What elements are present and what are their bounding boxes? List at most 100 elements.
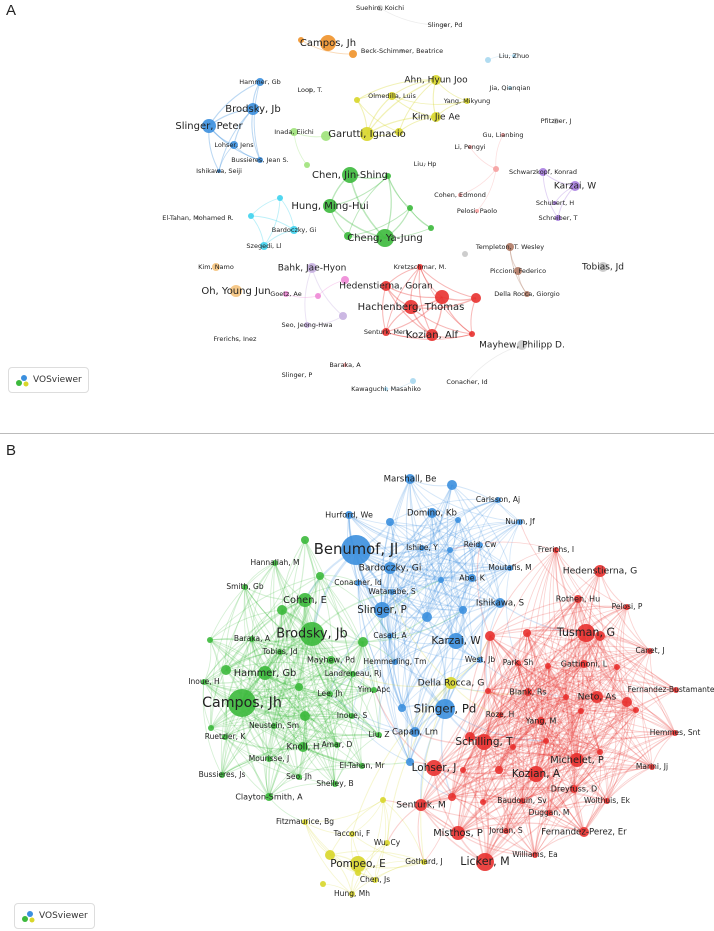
author-node[interactable] xyxy=(384,562,396,574)
author-node[interactable] xyxy=(247,103,259,115)
author-node[interactable] xyxy=(519,798,525,804)
author-node[interactable] xyxy=(230,141,238,149)
author-node[interactable] xyxy=(298,593,312,607)
author-node[interactable] xyxy=(517,519,523,525)
author-node[interactable] xyxy=(249,636,255,642)
author-node[interactable] xyxy=(298,742,308,752)
author-node[interactable] xyxy=(493,166,499,172)
author-node[interactable] xyxy=(451,826,465,840)
author-node[interactable] xyxy=(389,589,395,595)
author-node[interactable] xyxy=(553,547,559,553)
author-node[interactable] xyxy=(422,612,432,622)
author-node[interactable] xyxy=(524,688,532,696)
author-node[interactable] xyxy=(315,293,321,299)
author-node[interactable] xyxy=(298,37,304,43)
author-node[interactable] xyxy=(392,659,398,665)
author-node[interactable] xyxy=(277,649,283,655)
author-node[interactable] xyxy=(475,209,479,213)
author-node[interactable] xyxy=(448,633,464,649)
author-node[interactable] xyxy=(435,699,455,719)
author-node[interactable] xyxy=(622,697,632,707)
author-node[interactable] xyxy=(296,774,302,780)
author-node[interactable] xyxy=(371,687,377,693)
author-node[interactable] xyxy=(359,763,365,769)
author-node[interactable] xyxy=(384,387,388,391)
author-node[interactable] xyxy=(460,767,466,773)
author-node[interactable] xyxy=(455,517,461,523)
author-node[interactable] xyxy=(595,631,605,641)
author-node[interactable] xyxy=(514,267,522,275)
author-node[interactable] xyxy=(201,679,207,685)
author-node[interactable] xyxy=(380,797,386,803)
author-node[interactable] xyxy=(385,173,391,179)
author-node[interactable] xyxy=(290,128,298,136)
author-node[interactable] xyxy=(256,78,264,86)
author-node[interactable] xyxy=(295,683,303,691)
author-node[interactable] xyxy=(480,799,486,805)
author-node[interactable] xyxy=(290,226,298,234)
author-node[interactable] xyxy=(468,574,476,582)
author-node[interactable] xyxy=(517,340,527,350)
author-node[interactable] xyxy=(673,687,679,693)
author-node[interactable] xyxy=(614,664,620,670)
author-node[interactable] xyxy=(304,322,310,328)
author-node[interactable] xyxy=(578,708,584,714)
author-node[interactable] xyxy=(539,168,547,176)
author-node[interactable] xyxy=(468,145,472,149)
author-node[interactable] xyxy=(594,565,606,577)
author-node[interactable] xyxy=(222,734,228,740)
author-node[interactable] xyxy=(447,480,457,490)
author-node[interactable] xyxy=(301,536,309,544)
author-node[interactable] xyxy=(553,118,559,124)
author-node[interactable] xyxy=(523,629,531,637)
author-node[interactable] xyxy=(350,856,366,872)
author-node[interactable] xyxy=(543,738,549,744)
author-node[interactable] xyxy=(202,119,216,133)
author-node[interactable] xyxy=(438,577,444,583)
author-node[interactable] xyxy=(358,637,368,647)
author-node[interactable] xyxy=(445,677,457,689)
author-node[interactable] xyxy=(316,572,324,580)
author-node[interactable] xyxy=(230,285,242,297)
author-node[interactable] xyxy=(332,781,338,787)
author-node[interactable] xyxy=(327,691,333,697)
author-node[interactable] xyxy=(532,852,538,858)
author-node[interactable] xyxy=(405,474,415,484)
author-node[interactable] xyxy=(570,181,580,191)
author-node[interactable] xyxy=(407,205,413,211)
author-node[interactable] xyxy=(360,127,374,141)
author-node[interactable] xyxy=(431,75,441,85)
author-node[interactable] xyxy=(458,193,462,197)
author-node[interactable] xyxy=(604,798,610,804)
author-node[interactable] xyxy=(304,162,310,168)
author-node[interactable] xyxy=(577,624,595,642)
author-node[interactable] xyxy=(342,167,358,183)
author-node[interactable] xyxy=(508,86,512,90)
author-node[interactable] xyxy=(515,660,521,666)
author-node[interactable] xyxy=(354,97,360,103)
author-node[interactable] xyxy=(242,584,248,590)
author-node[interactable] xyxy=(443,23,447,27)
author-node[interactable] xyxy=(546,810,552,816)
author-node[interactable] xyxy=(341,276,349,284)
author-node[interactable] xyxy=(510,744,516,750)
author-node[interactable] xyxy=(624,604,630,610)
author-node[interactable] xyxy=(208,725,214,731)
author-node[interactable] xyxy=(374,602,390,618)
author-node[interactable] xyxy=(647,648,653,654)
author-node[interactable] xyxy=(406,758,414,766)
author-node[interactable] xyxy=(506,243,514,251)
author-node[interactable] xyxy=(598,262,608,272)
author-node[interactable] xyxy=(248,213,254,219)
author-node[interactable] xyxy=(591,691,603,703)
author-node[interactable] xyxy=(570,785,578,793)
author-node[interactable] xyxy=(426,329,438,341)
author-node[interactable] xyxy=(355,580,361,586)
author-node[interactable] xyxy=(501,133,505,137)
author-node[interactable] xyxy=(321,131,331,141)
author-node[interactable] xyxy=(466,381,468,383)
author-node[interactable] xyxy=(300,622,324,646)
author-node[interactable] xyxy=(415,799,427,811)
author-node[interactable] xyxy=(349,891,355,897)
author-node[interactable] xyxy=(574,595,582,603)
